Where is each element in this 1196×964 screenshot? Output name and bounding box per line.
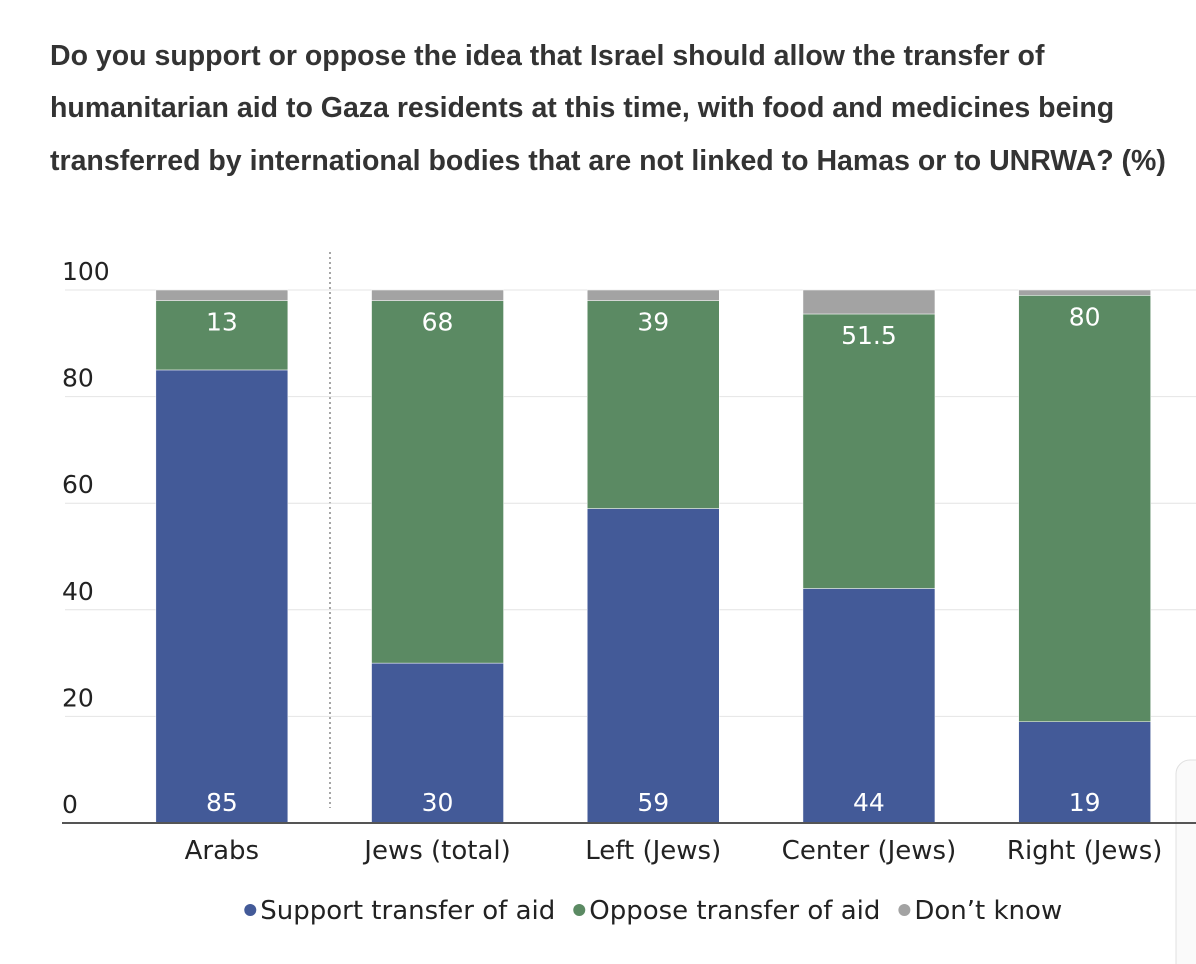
y-tick-label: 20 <box>62 683 94 712</box>
legend-label: Don’t know <box>914 896 1062 926</box>
bar-segment <box>155 289 289 301</box>
title-line: transferred by international bodies that… <box>50 145 1166 177</box>
x-tick-label: Jews (total) <box>362 836 510 866</box>
data-label: 80 <box>1069 302 1101 331</box>
bar-segment <box>587 300 720 509</box>
bar-segment <box>587 289 720 301</box>
bar-segment <box>802 313 936 589</box>
x-tick-label: Center (Jews) <box>782 836 957 866</box>
x-tick-label: Arabs <box>185 836 259 866</box>
y-tick-label: 80 <box>62 364 94 393</box>
y-tick-label: 0 <box>62 790 78 819</box>
bar-segment <box>1018 295 1151 722</box>
data-label: 13 <box>206 308 238 337</box>
legend-label: Oppose transfer of aid <box>589 896 880 926</box>
legend-marker <box>573 904 586 916</box>
title-line: humanitarian aid to Gaza residents at th… <box>50 92 1114 124</box>
data-label: 44 <box>853 788 885 817</box>
data-label: 68 <box>422 308 454 337</box>
data-label: 19 <box>1069 788 1101 817</box>
y-tick-label: 100 <box>62 257 110 286</box>
data-label: 51.5 <box>841 321 897 350</box>
bar-segment <box>155 369 289 824</box>
bar-segment <box>371 662 504 824</box>
bar-segment <box>802 588 936 824</box>
device-edge <box>1175 759 1196 964</box>
bar-segment <box>1018 721 1151 824</box>
legend-marker <box>898 904 911 916</box>
x-tick-label: Left (Jews) <box>585 836 721 866</box>
bar-segment <box>1018 289 1151 296</box>
data-label: 59 <box>637 788 669 817</box>
y-tick-label: 60 <box>62 470 94 499</box>
bar-segment <box>371 289 504 301</box>
data-label: 85 <box>206 788 238 817</box>
legend-marker <box>244 904 257 916</box>
title-line: Do you support or oppose the idea that I… <box>50 40 1045 72</box>
bar-segment <box>802 289 936 315</box>
x-tick-label: Right (Jews) <box>1007 836 1163 866</box>
y-tick-label: 40 <box>62 577 94 606</box>
bar-segment <box>155 300 289 371</box>
bar-segment <box>371 300 504 664</box>
legend-label: Support transfer of aid <box>260 896 555 926</box>
bar-segment <box>587 508 720 824</box>
data-label: 39 <box>637 308 669 337</box>
data-label: 30 <box>422 788 454 817</box>
